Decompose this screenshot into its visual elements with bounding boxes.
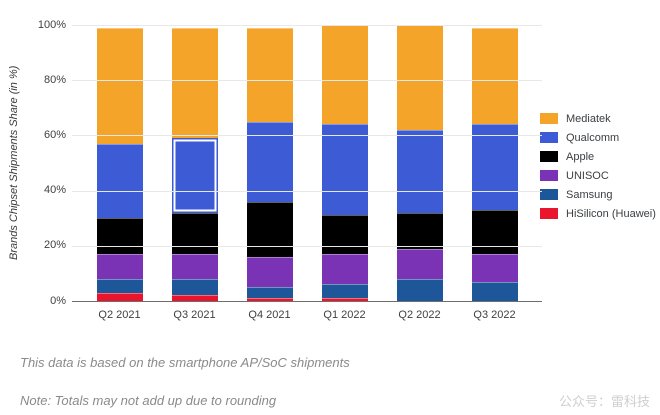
x-tick-label: Q3 2022 (473, 309, 516, 321)
y-tick-label: 80% (43, 73, 66, 86)
bar-segment-samsung[interactable] (246, 287, 293, 299)
legend-swatch (540, 170, 558, 181)
bar-segment-apple[interactable] (96, 218, 143, 255)
legend-swatch (540, 151, 558, 162)
legend-label: UNISOC (566, 169, 609, 182)
gridline (72, 25, 542, 26)
x-tick-label: Q2 2021 (98, 309, 141, 321)
stacked-bar-chart: Brands Chipset Shipments Share (in %) Me… (8, 18, 656, 322)
bar-segment-mediatek[interactable] (321, 25, 368, 125)
bar-segment-samsung[interactable] (471, 281, 518, 301)
bar-q3-2022 (471, 25, 518, 301)
y-tick-label: 40% (43, 184, 66, 197)
watermark: 公众号：雷科技 (558, 394, 650, 409)
legend: Mediatek Qualcomm Apple UNISOC Samsung HiSili… (540, 113, 656, 227)
gridline (72, 135, 542, 137)
legend-item-mediatek: Mediatek (540, 112, 656, 125)
y-tick-label: 100% (37, 18, 66, 31)
source-note: This data is based on the smartphone AP/… (20, 355, 350, 370)
bar-q2-2022 (396, 25, 443, 301)
x-tick-label: Q2 2022 (398, 309, 441, 321)
legend-swatch (540, 113, 558, 124)
legend-label: Qualcomm (566, 131, 620, 144)
bar-q3-2021 (171, 25, 218, 301)
x-tick-label: Q3 2021 (173, 309, 216, 321)
bar-segment-mediatek[interactable] (471, 27, 518, 125)
bar-q4-2021 (246, 25, 293, 301)
bar-segment-qualcomm[interactable] (96, 143, 143, 219)
bar-segment-hisilicon-huawei[interactable] (321, 298, 368, 301)
x-tick-label: Q1 2022 (323, 309, 366, 321)
legend-item-qualcomm: Qualcomm (540, 131, 656, 144)
bar-segment-samsung[interactable] (171, 278, 218, 296)
bar-segment-hisilicon-huawei[interactable] (246, 298, 293, 301)
x-tick-label: Q4 2021 (248, 309, 291, 321)
bar-segment-qualcomm[interactable] (471, 124, 518, 210)
bar-segment-mediatek[interactable] (396, 25, 443, 130)
legend-swatch (540, 208, 558, 219)
legend-label: Mediatek (566, 112, 611, 125)
bar-segment-samsung[interactable] (96, 278, 143, 293)
legend-label: Samsung (566, 188, 613, 201)
bar-segment-unisoc[interactable] (96, 254, 143, 279)
bar-segment-qualcomm[interactable] (396, 129, 443, 213)
legend-label: HiSilicon (Huawei) (566, 207, 656, 220)
bar-segment-qualcomm[interactable] (246, 121, 293, 202)
y-tick-label: 20% (43, 239, 66, 252)
bar-segment-unisoc[interactable] (321, 254, 368, 285)
bar-q1-2022 (321, 25, 368, 301)
legend-item-hisilicon-huawei: HiSilicon (Huawei) (540, 207, 656, 220)
y-tick-label: 0% (50, 294, 66, 307)
bar-segment-samsung[interactable] (396, 278, 443, 301)
legend-item-samsung: Samsung (540, 188, 656, 201)
legend-item-unisoc: UNISOC (540, 169, 656, 182)
bar-segment-apple[interactable] (171, 212, 218, 255)
bar-segment-mediatek[interactable] (171, 27, 218, 139)
bar-segment-qualcomm[interactable] (171, 138, 218, 213)
legend-label: Apple (566, 150, 595, 163)
bar-segment-hisilicon-huawei[interactable] (171, 295, 218, 301)
legend-swatch (540, 132, 558, 143)
gridline (72, 80, 542, 82)
bar-segment-unisoc[interactable] (396, 248, 443, 279)
gridline (72, 245, 542, 247)
bar-segment-mediatek[interactable] (246, 27, 293, 122)
y-axis-title: Brands Chipset Shipments Share (in %) (8, 65, 20, 261)
bar-segment-hisilicon-huawei[interactable] (96, 292, 143, 301)
x-axis-baseline (72, 301, 542, 302)
bar-segment-mediatek[interactable] (96, 27, 143, 144)
bar-segment-apple[interactable] (471, 209, 518, 255)
bar-segment-apple[interactable] (246, 201, 293, 257)
bar-segment-apple[interactable] (396, 212, 443, 249)
bar-segment-unisoc[interactable] (246, 256, 293, 288)
legend-swatch (540, 189, 558, 200)
bar-segment-unisoc[interactable] (471, 254, 518, 282)
y-tick-label: 60% (43, 128, 66, 141)
rounding-note: Note: Totals may not add up due to round… (20, 393, 277, 408)
bar-segment-unisoc[interactable] (171, 254, 218, 279)
plot-area (72, 25, 542, 301)
bar-segment-apple[interactable] (321, 215, 368, 255)
legend-item-apple: Apple (540, 150, 656, 163)
bar-q2-2021 (96, 25, 143, 301)
bar-segment-samsung[interactable] (321, 284, 368, 299)
bar-segment-qualcomm[interactable] (321, 124, 368, 216)
gridline (72, 190, 542, 192)
